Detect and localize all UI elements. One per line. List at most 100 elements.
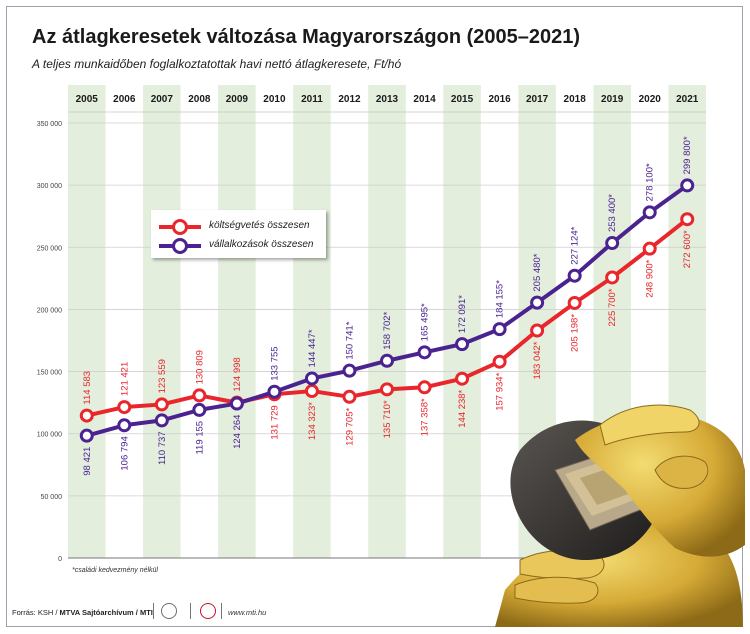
footnote: *családi kedvezmény nélkül bbox=[72, 567, 158, 574]
x-tick-label: 2016 bbox=[488, 94, 511, 105]
data-label: 119 155 bbox=[194, 421, 205, 455]
data-label: 123 559 bbox=[157, 359, 168, 393]
data-label: 205 480* bbox=[532, 253, 543, 291]
footer-url: www.mti.hu bbox=[228, 608, 267, 617]
figure-frame bbox=[6, 6, 743, 627]
footer-divider bbox=[190, 603, 191, 619]
data-label: 114 583 bbox=[82, 371, 93, 405]
data-label: 158 702* bbox=[382, 311, 393, 349]
legend-item-koltsegvetes: költségvetés összesen bbox=[159, 218, 324, 235]
legend-swatch-marker bbox=[172, 238, 188, 254]
data-label: 129 705* bbox=[344, 408, 355, 446]
data-label: 130 809 bbox=[194, 350, 205, 384]
legend-label: vállalkozások összesen bbox=[209, 239, 314, 250]
data-point bbox=[192, 402, 207, 417]
x-tick-label: 2018 bbox=[564, 94, 587, 105]
legend: költségvetés összesen vállalkozások össz… bbox=[151, 210, 326, 258]
data-label: 183 042* bbox=[532, 341, 543, 379]
data-point bbox=[492, 354, 507, 369]
data-point bbox=[154, 397, 169, 412]
data-point bbox=[154, 413, 169, 428]
data-label: 131 729 bbox=[269, 405, 280, 439]
y-tick-label: 100 000 bbox=[37, 432, 62, 439]
data-label: 253 400* bbox=[607, 194, 618, 232]
x-tick-label: 2008 bbox=[188, 94, 211, 105]
data-point bbox=[642, 241, 657, 256]
data-label: 205 198* bbox=[570, 314, 581, 352]
data-point bbox=[605, 236, 620, 251]
footer-divider bbox=[221, 603, 222, 619]
chart-title: Az átlagkeresetek változása Magyarország… bbox=[32, 26, 581, 48]
footer-divider bbox=[153, 603, 154, 619]
x-tick-label: 2007 bbox=[151, 94, 174, 105]
chart-subtitle: A teljes munkaidőben foglalkoztatottak h… bbox=[32, 57, 402, 71]
data-label: 272 600* bbox=[682, 230, 693, 268]
data-label: 98 421 bbox=[82, 447, 93, 476]
data-label: 165 495* bbox=[420, 303, 431, 341]
data-point bbox=[680, 212, 695, 227]
data-label: 124 264 bbox=[232, 415, 243, 449]
data-label: 106 794 bbox=[119, 436, 130, 470]
data-point bbox=[192, 388, 207, 403]
data-label: 172 091* bbox=[457, 295, 468, 333]
data-label: 124 998 bbox=[232, 357, 243, 391]
data-point bbox=[455, 371, 470, 386]
y-tick-label: 150 000 bbox=[37, 370, 62, 377]
data-label: 227 124* bbox=[570, 226, 581, 264]
x-tick-label: 2011 bbox=[301, 94, 323, 105]
mtva-logo-icon bbox=[200, 603, 216, 619]
y-tick-label: 350 000 bbox=[37, 121, 62, 128]
data-label: 184 155* bbox=[495, 280, 506, 318]
y-tick-label: 50 000 bbox=[41, 494, 63, 501]
data-label: 121 421 bbox=[119, 362, 130, 396]
data-point bbox=[455, 337, 470, 352]
legend-label: költségvetés összesen bbox=[209, 220, 310, 231]
data-label: 133 755 bbox=[269, 346, 280, 380]
legend-swatch-marker bbox=[172, 219, 188, 235]
year-band bbox=[368, 85, 406, 558]
data-point bbox=[304, 371, 319, 386]
data-point bbox=[642, 205, 657, 220]
x-tick-label: 2014 bbox=[413, 94, 436, 105]
data-label: 134 323* bbox=[307, 402, 318, 440]
y-tick-label: 300 000 bbox=[37, 183, 62, 190]
year-band bbox=[218, 85, 256, 558]
y-tick-label: 0 bbox=[58, 556, 62, 563]
data-point bbox=[380, 353, 394, 368]
y-tick-label: 250 000 bbox=[37, 245, 62, 252]
year-band bbox=[143, 85, 181, 558]
data-label: 144 447* bbox=[307, 329, 318, 367]
data-point bbox=[117, 418, 132, 433]
x-tick-label: 2013 bbox=[376, 94, 399, 105]
y-tick-label: 200 000 bbox=[37, 307, 62, 314]
footer-agency: MTVA Sajtóarchívum / MTI bbox=[59, 608, 153, 617]
data-label: 150 741* bbox=[344, 321, 355, 359]
data-point bbox=[567, 295, 582, 310]
data-label: 157 934* bbox=[495, 372, 506, 410]
data-point bbox=[342, 389, 357, 404]
x-tick-label: 2006 bbox=[113, 94, 136, 105]
x-tick-label: 2012 bbox=[338, 94, 361, 105]
data-label: 135 710* bbox=[382, 400, 393, 438]
x-tick-label: 2010 bbox=[263, 94, 286, 105]
data-point bbox=[380, 382, 394, 397]
data-point bbox=[267, 384, 282, 399]
data-point bbox=[417, 345, 432, 360]
data-point bbox=[342, 363, 357, 378]
data-label: 278 100* bbox=[645, 163, 656, 201]
x-tick-label: 2021 bbox=[676, 94, 699, 105]
data-point bbox=[229, 396, 244, 411]
x-tick-label: 2015 bbox=[451, 94, 474, 105]
data-label: 225 700* bbox=[607, 288, 618, 326]
data-point bbox=[79, 428, 94, 443]
x-tick-label: 2017 bbox=[526, 94, 549, 105]
x-tick-label: 2005 bbox=[76, 94, 99, 105]
legend-item-vallalkozasok: vállalkozások összesen bbox=[159, 237, 324, 254]
x-tick-label: 2009 bbox=[226, 94, 249, 105]
year-band bbox=[68, 85, 106, 558]
data-point bbox=[117, 400, 132, 415]
data-label: 110 737 bbox=[157, 431, 168, 465]
x-tick-label: 2020 bbox=[639, 94, 662, 105]
year-band bbox=[443, 85, 481, 558]
footer-source: Forrás: KSH / MTVA Sajtóarchívum / MTI bbox=[12, 608, 153, 617]
